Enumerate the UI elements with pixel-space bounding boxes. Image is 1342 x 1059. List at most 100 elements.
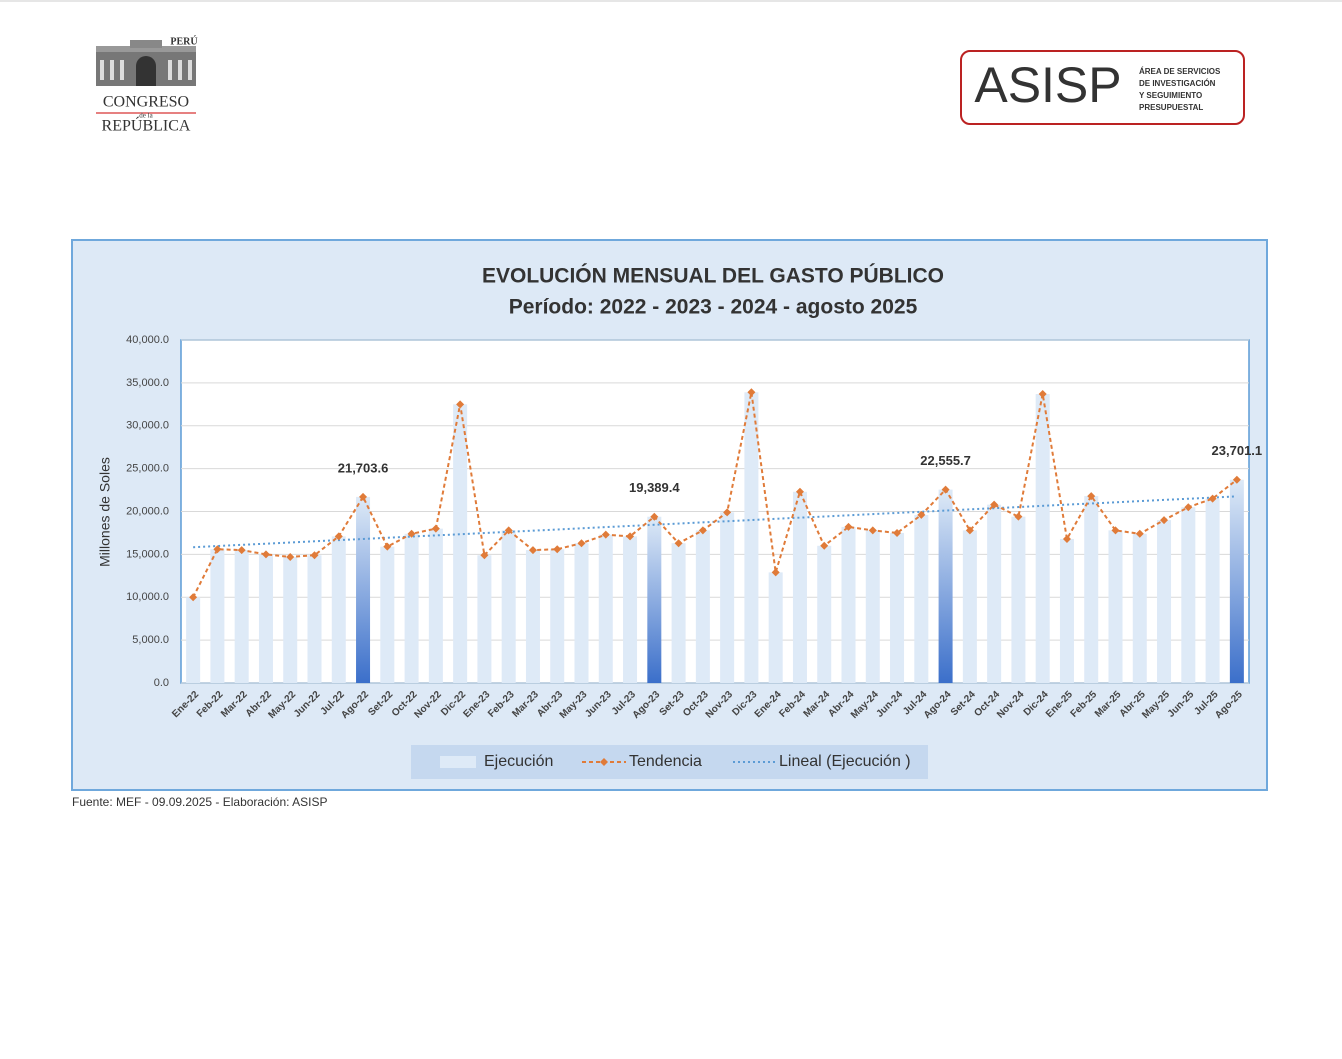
tendencia-marker bbox=[189, 593, 198, 602]
legend-box bbox=[411, 745, 928, 779]
bar bbox=[792, 491, 807, 683]
tendencia-marker bbox=[820, 541, 829, 550]
tendencia-marker bbox=[456, 400, 465, 409]
tendencia-marker bbox=[480, 551, 489, 560]
tendencia-marker bbox=[359, 492, 368, 501]
legend-label: Tendencia bbox=[629, 753, 702, 770]
bar bbox=[283, 556, 298, 683]
bar bbox=[768, 572, 783, 683]
badge-line: ÁREA DE SERVICIOS bbox=[1139, 67, 1221, 76]
congreso-logo: PERÚ CONGRESO de la REPÚBLICA bbox=[96, 35, 198, 135]
tendencia-marker bbox=[577, 539, 586, 548]
bar bbox=[841, 526, 856, 683]
tendencia-line bbox=[192, 392, 1238, 598]
tendencia-marker bbox=[795, 487, 804, 496]
bar bbox=[501, 530, 516, 683]
bar bbox=[647, 516, 662, 683]
tendencia-marker bbox=[553, 545, 562, 554]
y-tick-label: 15,000.0 bbox=[126, 548, 169, 560]
tendencia-marker bbox=[528, 546, 537, 555]
bar bbox=[1059, 538, 1074, 683]
tendencia-marker bbox=[650, 512, 659, 521]
bar bbox=[1132, 533, 1147, 683]
tendencia-marker bbox=[1087, 492, 1096, 501]
y-tick-label: 20,000.0 bbox=[126, 505, 169, 517]
bar bbox=[695, 530, 710, 683]
tendencia-marker bbox=[431, 524, 440, 533]
y-tick-label: 10,000.0 bbox=[126, 591, 169, 603]
bar bbox=[1035, 394, 1050, 683]
tendencia-marker bbox=[771, 568, 780, 577]
bar bbox=[744, 392, 759, 683]
y-tick-label: 25,000.0 bbox=[126, 463, 169, 475]
bar bbox=[258, 554, 273, 683]
tendencia-marker bbox=[1208, 494, 1217, 503]
bar bbox=[186, 597, 201, 683]
bar bbox=[574, 543, 589, 683]
legend-swatch bbox=[440, 756, 476, 768]
tendencia-marker bbox=[383, 542, 392, 551]
bar bbox=[1108, 530, 1123, 683]
badge-title: ASISP bbox=[974, 57, 1121, 113]
badge-line: Y SEGUIMIENTO bbox=[1139, 91, 1202, 100]
logo-line: REPÚBLICA bbox=[102, 116, 191, 135]
bar bbox=[307, 555, 322, 683]
asisp-badge: ASISP ÁREA DE SERVICIOS DE INVESTIGACIÓN… bbox=[960, 50, 1245, 125]
tendencia-marker bbox=[286, 552, 295, 561]
bar bbox=[428, 528, 443, 683]
tendencia-marker bbox=[334, 532, 343, 541]
value-label: 19,389.4 bbox=[629, 480, 680, 495]
y-tick-label: 35,000.0 bbox=[126, 377, 169, 389]
tendencia-marker bbox=[1232, 475, 1241, 484]
tendencia-marker bbox=[965, 526, 974, 535]
y-tick-label: 40,000.0 bbox=[126, 334, 169, 346]
bar bbox=[1205, 498, 1220, 683]
footer-source: Fuente: MEF - 09.09.2025 - Elaboración: … bbox=[72, 795, 327, 809]
tendencia-marker bbox=[1135, 529, 1144, 538]
y-tick-label: 0.0 bbox=[154, 677, 169, 689]
chart-title: EVOLUCIÓN MENSUAL DEL GASTO PÚBLICO bbox=[482, 264, 944, 288]
bar bbox=[234, 550, 249, 683]
tendencia-marker bbox=[310, 551, 319, 560]
bar bbox=[550, 549, 565, 683]
tendencia-marker bbox=[1111, 526, 1120, 535]
tendencia-marker bbox=[868, 526, 877, 535]
trendline bbox=[193, 495, 1237, 549]
tendencia-marker bbox=[1038, 390, 1047, 399]
y-tick-label: 5,000.0 bbox=[132, 634, 169, 646]
bar bbox=[210, 549, 225, 683]
bar bbox=[453, 404, 468, 683]
tendencia-marker bbox=[601, 530, 610, 539]
legend-label: Ejecución bbox=[484, 753, 553, 770]
tendencia-marker bbox=[747, 388, 756, 397]
bar bbox=[671, 543, 686, 683]
tendencia-marker bbox=[917, 510, 926, 519]
tendencia-marker bbox=[504, 526, 513, 535]
tendencia-marker bbox=[407, 529, 416, 538]
tendencia-marker bbox=[941, 485, 950, 494]
tendencia-marker bbox=[893, 528, 902, 537]
tendencia-marker bbox=[674, 539, 683, 548]
y-axis-label: Millones de Soles bbox=[97, 457, 113, 567]
bar bbox=[890, 532, 905, 683]
tendencia-marker bbox=[237, 546, 246, 555]
bar bbox=[1181, 507, 1196, 683]
bar bbox=[331, 536, 346, 683]
tendencia-marker bbox=[723, 508, 732, 517]
badge-line: DE INVESTIGACIÓN bbox=[1139, 79, 1216, 88]
badge-line: PRESUPUESTAL bbox=[1139, 103, 1203, 112]
tendencia-marker bbox=[261, 550, 270, 559]
value-label: 23,701.1 bbox=[1212, 443, 1263, 458]
bar bbox=[817, 545, 832, 683]
bar bbox=[1229, 479, 1244, 683]
tendencia-marker bbox=[990, 500, 999, 509]
tendencia-marker bbox=[1014, 512, 1023, 521]
value-label: 22,555.7 bbox=[920, 453, 971, 468]
chart-subtitle: Período: 2022 - 2023 - 2024 - agosto 202… bbox=[509, 296, 918, 319]
tendencia-marker bbox=[213, 545, 222, 554]
legend-label: Lineal (Ejecución ) bbox=[779, 753, 911, 770]
bar bbox=[404, 533, 419, 683]
logo-country: PERÚ bbox=[170, 35, 197, 47]
bar bbox=[1157, 520, 1172, 683]
